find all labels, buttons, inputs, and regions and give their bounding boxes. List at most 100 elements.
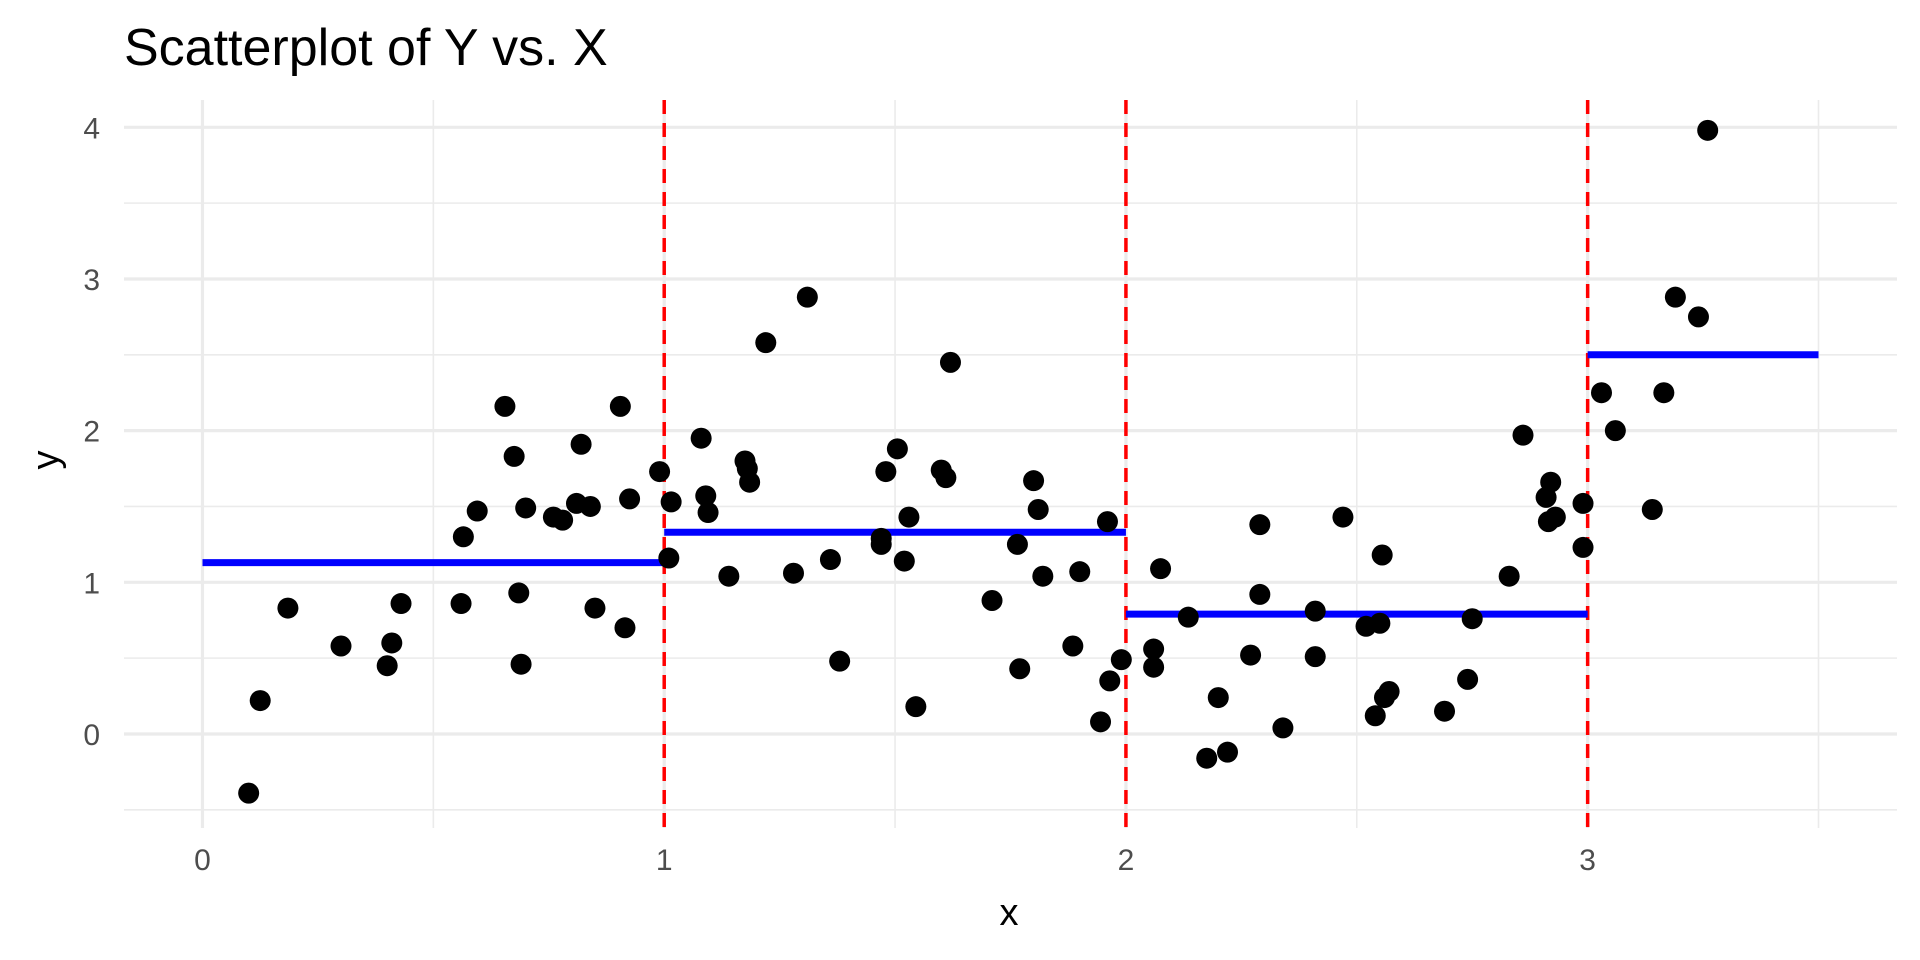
x-tick-label: 2 — [1118, 844, 1135, 877]
data-point — [466, 500, 488, 522]
data-point — [819, 549, 841, 571]
data-point — [1371, 544, 1393, 566]
data-point — [1653, 382, 1675, 404]
data-point — [649, 461, 671, 483]
data-point — [1023, 470, 1045, 492]
data-point — [1604, 420, 1626, 442]
data-point — [330, 635, 352, 657]
data-point — [510, 653, 532, 675]
data-point — [552, 509, 574, 531]
x-tick-label: 1 — [656, 844, 673, 877]
data-point — [1697, 119, 1719, 141]
data-point — [579, 495, 601, 517]
data-point — [1240, 644, 1262, 666]
x-tick-labels: 0 1 2 3 — [194, 844, 1596, 877]
data-point — [1498, 565, 1520, 587]
data-point — [1457, 668, 1479, 690]
data-point — [1540, 471, 1562, 493]
data-point — [739, 471, 761, 493]
data-point — [660, 491, 682, 513]
data-point — [1591, 382, 1612, 404]
data-point — [515, 497, 537, 519]
data-point — [695, 485, 717, 507]
data-point — [450, 593, 472, 615]
y-tick-label: 4 — [83, 112, 100, 145]
data-point — [1249, 583, 1271, 605]
data-point — [1027, 499, 1049, 520]
data-point — [1272, 717, 1294, 739]
data-point — [1096, 511, 1118, 533]
data-point — [381, 632, 403, 654]
data-point — [981, 590, 1003, 611]
data-points — [238, 119, 1719, 804]
data-point — [1512, 424, 1534, 446]
data-point — [935, 467, 957, 489]
y-axis-title: y — [25, 451, 67, 470]
data-point — [1217, 741, 1239, 763]
x-axis-title: x — [1000, 892, 1019, 934]
data-point — [939, 351, 961, 373]
data-point — [249, 690, 271, 712]
data-point — [1249, 514, 1271, 536]
data-point — [1304, 600, 1326, 622]
y-tick-labels: 0 1 2 3 4 — [83, 112, 100, 752]
data-point — [893, 550, 915, 572]
data-point — [905, 696, 927, 718]
data-point — [886, 438, 908, 460]
data-point — [697, 502, 719, 524]
data-point — [1572, 492, 1594, 514]
data-point — [796, 286, 818, 308]
data-point — [898, 506, 920, 528]
data-point — [755, 332, 777, 354]
data-point — [619, 488, 641, 510]
data-point — [1006, 533, 1028, 555]
data-point — [1110, 649, 1132, 671]
data-point — [1177, 606, 1199, 628]
x-tick-label: 3 — [1579, 844, 1596, 877]
data-point — [277, 597, 299, 619]
data-point — [658, 547, 680, 569]
data-point — [1196, 747, 1218, 769]
data-point — [1544, 506, 1566, 528]
data-point — [503, 445, 525, 467]
data-point — [1062, 635, 1084, 657]
data-point — [584, 597, 606, 619]
data-point — [1364, 705, 1386, 727]
data-point — [1143, 638, 1165, 660]
data-point — [1461, 608, 1483, 630]
data-point — [870, 533, 892, 555]
data-point — [1332, 506, 1354, 528]
y-tick-label: 1 — [83, 567, 100, 600]
data-point — [690, 427, 712, 449]
data-point — [782, 562, 804, 584]
y-tick-label: 0 — [83, 719, 100, 752]
data-point — [238, 782, 260, 804]
data-point — [494, 395, 516, 417]
data-point — [1207, 687, 1229, 709]
data-point — [1378, 681, 1400, 702]
data-point — [1143, 656, 1165, 678]
chart-title: Scatterplot of Y vs. X — [124, 19, 608, 77]
y-tick-label: 2 — [83, 416, 100, 449]
data-point — [390, 593, 412, 615]
x-tick-label: 0 — [194, 844, 211, 877]
data-point — [1687, 306, 1709, 328]
data-point — [1369, 612, 1391, 634]
data-point — [609, 395, 631, 417]
data-point — [718, 565, 740, 587]
data-point — [452, 526, 474, 548]
data-point — [570, 433, 592, 455]
data-point — [875, 461, 897, 483]
data-point — [1032, 565, 1054, 587]
data-point — [1434, 700, 1456, 722]
data-point — [1009, 658, 1031, 680]
data-point — [1572, 536, 1594, 558]
data-point — [1641, 499, 1663, 520]
data-point — [1150, 558, 1172, 580]
y-tick-label: 3 — [83, 264, 100, 297]
data-point — [1099, 670, 1121, 692]
data-point — [508, 582, 530, 604]
data-point — [614, 617, 636, 639]
data-point — [1069, 561, 1091, 583]
